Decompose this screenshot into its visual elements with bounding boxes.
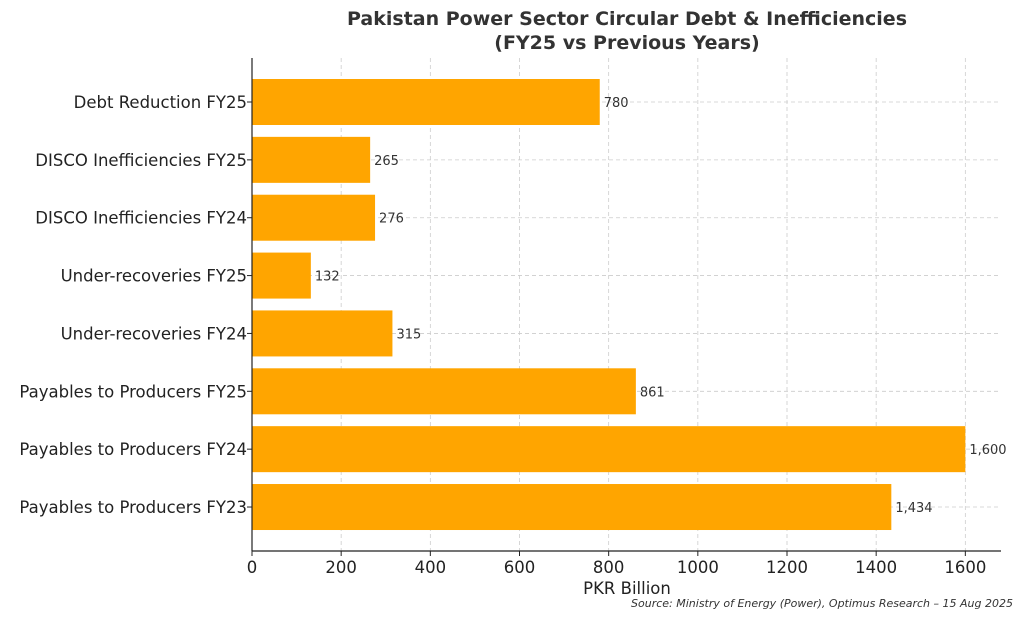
bar bbox=[252, 426, 966, 473]
bar-value-label: 861 bbox=[640, 385, 665, 400]
bar bbox=[252, 194, 376, 241]
category-label: DISCO Inefficiencies FY25 bbox=[35, 151, 247, 170]
bar-value-label: 1,600 bbox=[969, 443, 1006, 458]
bar bbox=[252, 79, 600, 125]
bar-value-label: 265 bbox=[374, 154, 399, 169]
x-tick-label: 1400 bbox=[855, 558, 897, 577]
grid-lines bbox=[251, 58, 1001, 551]
chart-title-line-1: Pakistan Power Sector Circular Debt & In… bbox=[347, 8, 907, 30]
category-label: Debt Reduction FY25 bbox=[74, 93, 247, 112]
x-tick-label: 1000 bbox=[677, 558, 719, 577]
bar bbox=[252, 368, 636, 415]
bar bbox=[252, 484, 892, 531]
bar-value-label: 315 bbox=[396, 327, 421, 342]
category-label: Under-recoveries FY24 bbox=[61, 324, 247, 343]
chart-title-line-2: (FY25 vs Previous Years) bbox=[494, 32, 759, 54]
bar bbox=[252, 252, 311, 299]
category-label: Payables to Producers FY25 bbox=[19, 382, 247, 401]
x-tick-label: 1600 bbox=[944, 558, 986, 577]
category-label: Under-recoveries FY25 bbox=[61, 267, 247, 286]
x-axis-label: PKR Billion bbox=[583, 579, 671, 598]
x-tick-label: 400 bbox=[415, 558, 447, 577]
bar-value-label: 132 bbox=[315, 270, 340, 285]
category-label: DISCO Inefficiencies FY24 bbox=[35, 209, 247, 228]
bars: 780 265 276 132 315 861 1,600 1,434 bbox=[252, 79, 1007, 531]
bar-value-label: 780 bbox=[604, 96, 629, 111]
x-tick-label: 0 bbox=[247, 558, 258, 577]
x-tick-label: 1200 bbox=[766, 558, 808, 577]
axes: Debt Reduction FY25 DISCO Inefficiencies … bbox=[19, 58, 1001, 577]
bar bbox=[252, 310, 393, 357]
category-label: Payables to Producers FY24 bbox=[19, 440, 247, 459]
x-tick-label: 200 bbox=[325, 558, 357, 577]
x-tick-label: 800 bbox=[593, 558, 625, 577]
bar bbox=[252, 136, 371, 183]
x-tick-label: 600 bbox=[504, 558, 536, 577]
bar-value-label: 1,434 bbox=[895, 501, 932, 516]
category-label: Payables to Producers FY23 bbox=[19, 498, 247, 517]
source-note: Source: Ministry of Energy (Power), Opti… bbox=[631, 597, 1013, 610]
bar-value-label: 276 bbox=[379, 212, 404, 227]
